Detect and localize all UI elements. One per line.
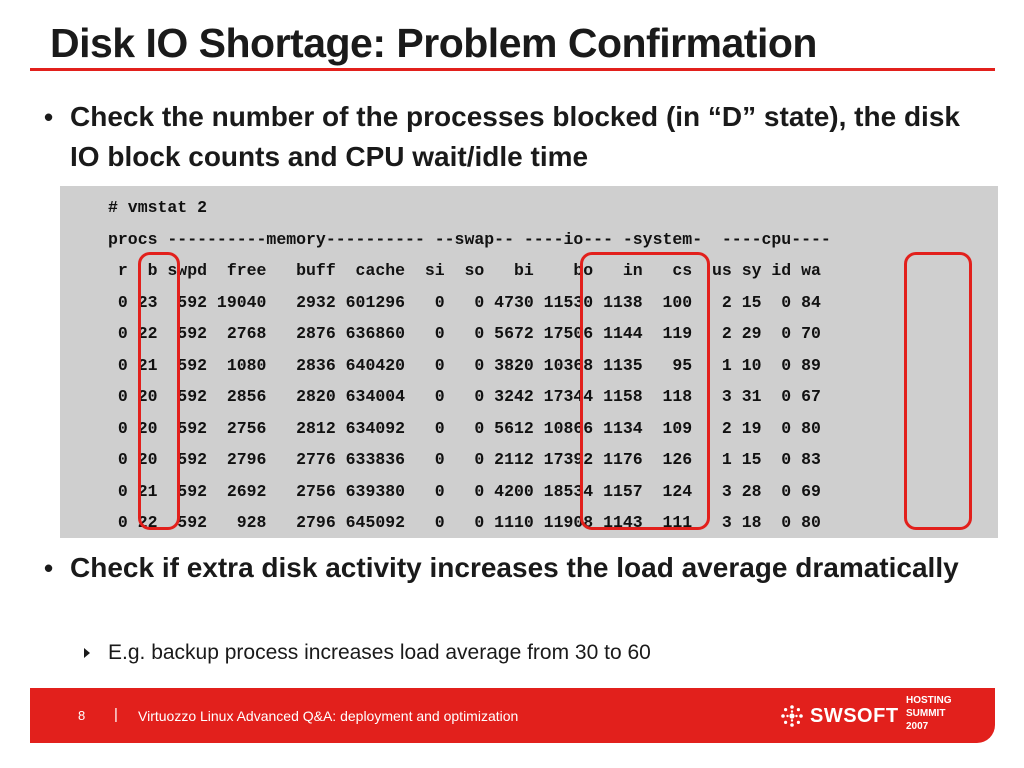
page-number: 8 xyxy=(78,708,86,723)
footer-separator: | xyxy=(114,706,118,723)
vmstat-row: 0 21 592 2692 2756 639380 0 0 4200 18534… xyxy=(108,481,821,501)
vmstat-command: # vmstat 2 xyxy=(108,198,208,217)
slide-title: Disk IO Shortage: Problem Confirmation xyxy=(50,20,817,66)
vmstat-row: 0 20 592 2796 2776 633836 0 0 2112 17392… xyxy=(108,450,821,469)
vmstat-row: 0 20 592 2756 2812 634092 0 0 5612 10866… xyxy=(108,418,821,438)
footer-title: Virtuozzo Linux Advanced Q&A: deployment… xyxy=(138,708,519,724)
bullet-dot-icon: • xyxy=(44,102,54,132)
bullet-1-text: Check the number of the processes blocke… xyxy=(70,101,960,172)
title-underline xyxy=(30,68,995,71)
vmstat-row: 0 23 592 19040 2932 601296 0 0 4730 1153… xyxy=(108,292,821,312)
vmstat-group-header: procs ----------memory---------- --swap-… xyxy=(108,229,831,249)
triangle-bullet-icon xyxy=(84,648,90,658)
vmstat-row: 0 22 592 928 2796 645092 0 0 1110 11908 … xyxy=(108,513,821,532)
vmstat-console: # vmstat 2 procs ----------memory-------… xyxy=(60,186,998,538)
swsoft-logo-icon xyxy=(781,705,803,727)
swsoft-logo-text: SWSOFT xyxy=(810,705,899,727)
vmstat-output: # vmstat 2 procs ----------memory-------… xyxy=(108,192,831,539)
highlight-blocked-column xyxy=(138,252,180,530)
bullet-dot-icon: • xyxy=(44,553,54,583)
summit-line-2: SUMMIT xyxy=(906,708,946,719)
hosting-summit-badge: HOSTING SUMMIT 2007 xyxy=(906,694,952,733)
footer-bar: 8 | Virtuozzo Linux Advanced Q&A: deploy… xyxy=(30,688,995,743)
vmstat-column-header: r b swpd free buff cache si so bi bo in … xyxy=(108,261,821,280)
vmstat-row: 0 21 592 1080 2836 640420 0 0 3820 10368… xyxy=(108,355,821,375)
summit-line-3: 2007 xyxy=(906,721,929,732)
highlight-cpu-idle-wait-columns xyxy=(904,252,972,530)
sub-bullet-1-text: E.g. backup process increases load avera… xyxy=(108,641,651,664)
highlight-io-columns xyxy=(580,252,710,530)
vmstat-row: 0 20 592 2856 2820 634004 0 0 3242 17344… xyxy=(108,387,821,406)
summit-line-1: HOSTING xyxy=(906,695,952,706)
bullet-2-text: Check if extra disk activity increases t… xyxy=(70,552,959,583)
vmstat-row: 0 22 592 2768 2876 636860 0 0 5672 17506… xyxy=(108,324,821,343)
